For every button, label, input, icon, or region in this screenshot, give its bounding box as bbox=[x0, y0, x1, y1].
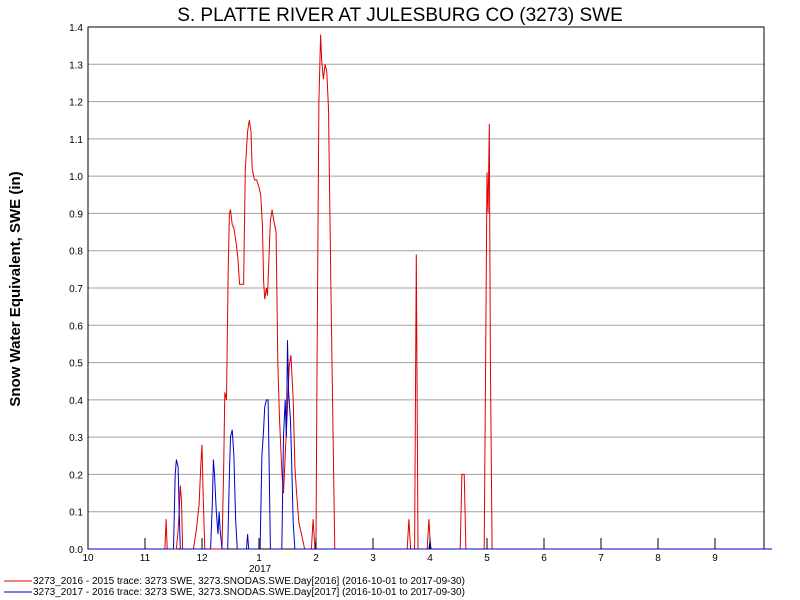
x-tick-label: 10 bbox=[82, 553, 94, 564]
y-tick-label: 1.1 bbox=[69, 135, 83, 146]
y-tick-label: 1.3 bbox=[69, 60, 83, 71]
x-tick-label: 7 bbox=[598, 553, 604, 564]
x-tick-label: 5 bbox=[484, 553, 490, 564]
x-tick-label: 4 bbox=[427, 553, 433, 564]
x-tick-label: 6 bbox=[541, 553, 547, 564]
x-year-label: 2017 bbox=[249, 564, 272, 575]
y-tick-label: 0.1 bbox=[69, 508, 83, 519]
y-axis-label: Snow Water Equivalent, SWE (in) bbox=[7, 171, 24, 406]
y-tick-label: 0.3 bbox=[69, 433, 83, 444]
y-tick-label: 0.7 bbox=[69, 284, 83, 295]
y-tick-label: 0.0 bbox=[69, 545, 83, 556]
series-line-2 bbox=[88, 340, 772, 550]
y-tick-label: 0.5 bbox=[69, 359, 83, 370]
y-tick-label: 0.2 bbox=[69, 470, 83, 481]
series-line-1 bbox=[88, 34, 772, 550]
legend-label-2: 3273_2017 - 2016 trace: 3273 SWE, 3273.S… bbox=[33, 587, 465, 598]
grid-lines bbox=[88, 26, 764, 513]
x-tick-label: 1 bbox=[256, 553, 262, 564]
y-tick-label: 0.8 bbox=[69, 247, 83, 258]
legend: 3273_2016 - 2015 trace: 3273 SWE, 3273.S… bbox=[4, 576, 465, 598]
legend-label-1: 3273_2016 - 2015 trace: 3273 SWE, 3273.S… bbox=[33, 576, 465, 587]
series-layer bbox=[88, 34, 772, 550]
chart-title: S. PLATTE RIVER AT JULESBURG CO (3273) S… bbox=[177, 5, 623, 26]
x-tick-label: 12 bbox=[196, 553, 208, 564]
y-tick-label: 0.6 bbox=[69, 321, 83, 332]
y-tick-label: 0.9 bbox=[69, 209, 83, 220]
x-tick-label: 9 bbox=[712, 553, 718, 564]
y-tick-label: 1.4 bbox=[69, 23, 83, 34]
x-tick-label: 8 bbox=[655, 553, 661, 564]
y-tick-label: 1.2 bbox=[69, 98, 83, 109]
y-tick-labels: 0.0 0.1 0.2 0.3 0.4 0.5 0.6 0.7 0.8 0.9 1.0 1.1 1.2 1… bbox=[69, 23, 83, 556]
x-tick-label: 2 bbox=[313, 553, 319, 564]
x-tick-label: 3 bbox=[370, 553, 376, 564]
x-tick-label: 11 bbox=[140, 553, 151, 564]
y-tick-label: 1.0 bbox=[69, 172, 83, 183]
y-tick-label: 0.4 bbox=[69, 396, 83, 407]
